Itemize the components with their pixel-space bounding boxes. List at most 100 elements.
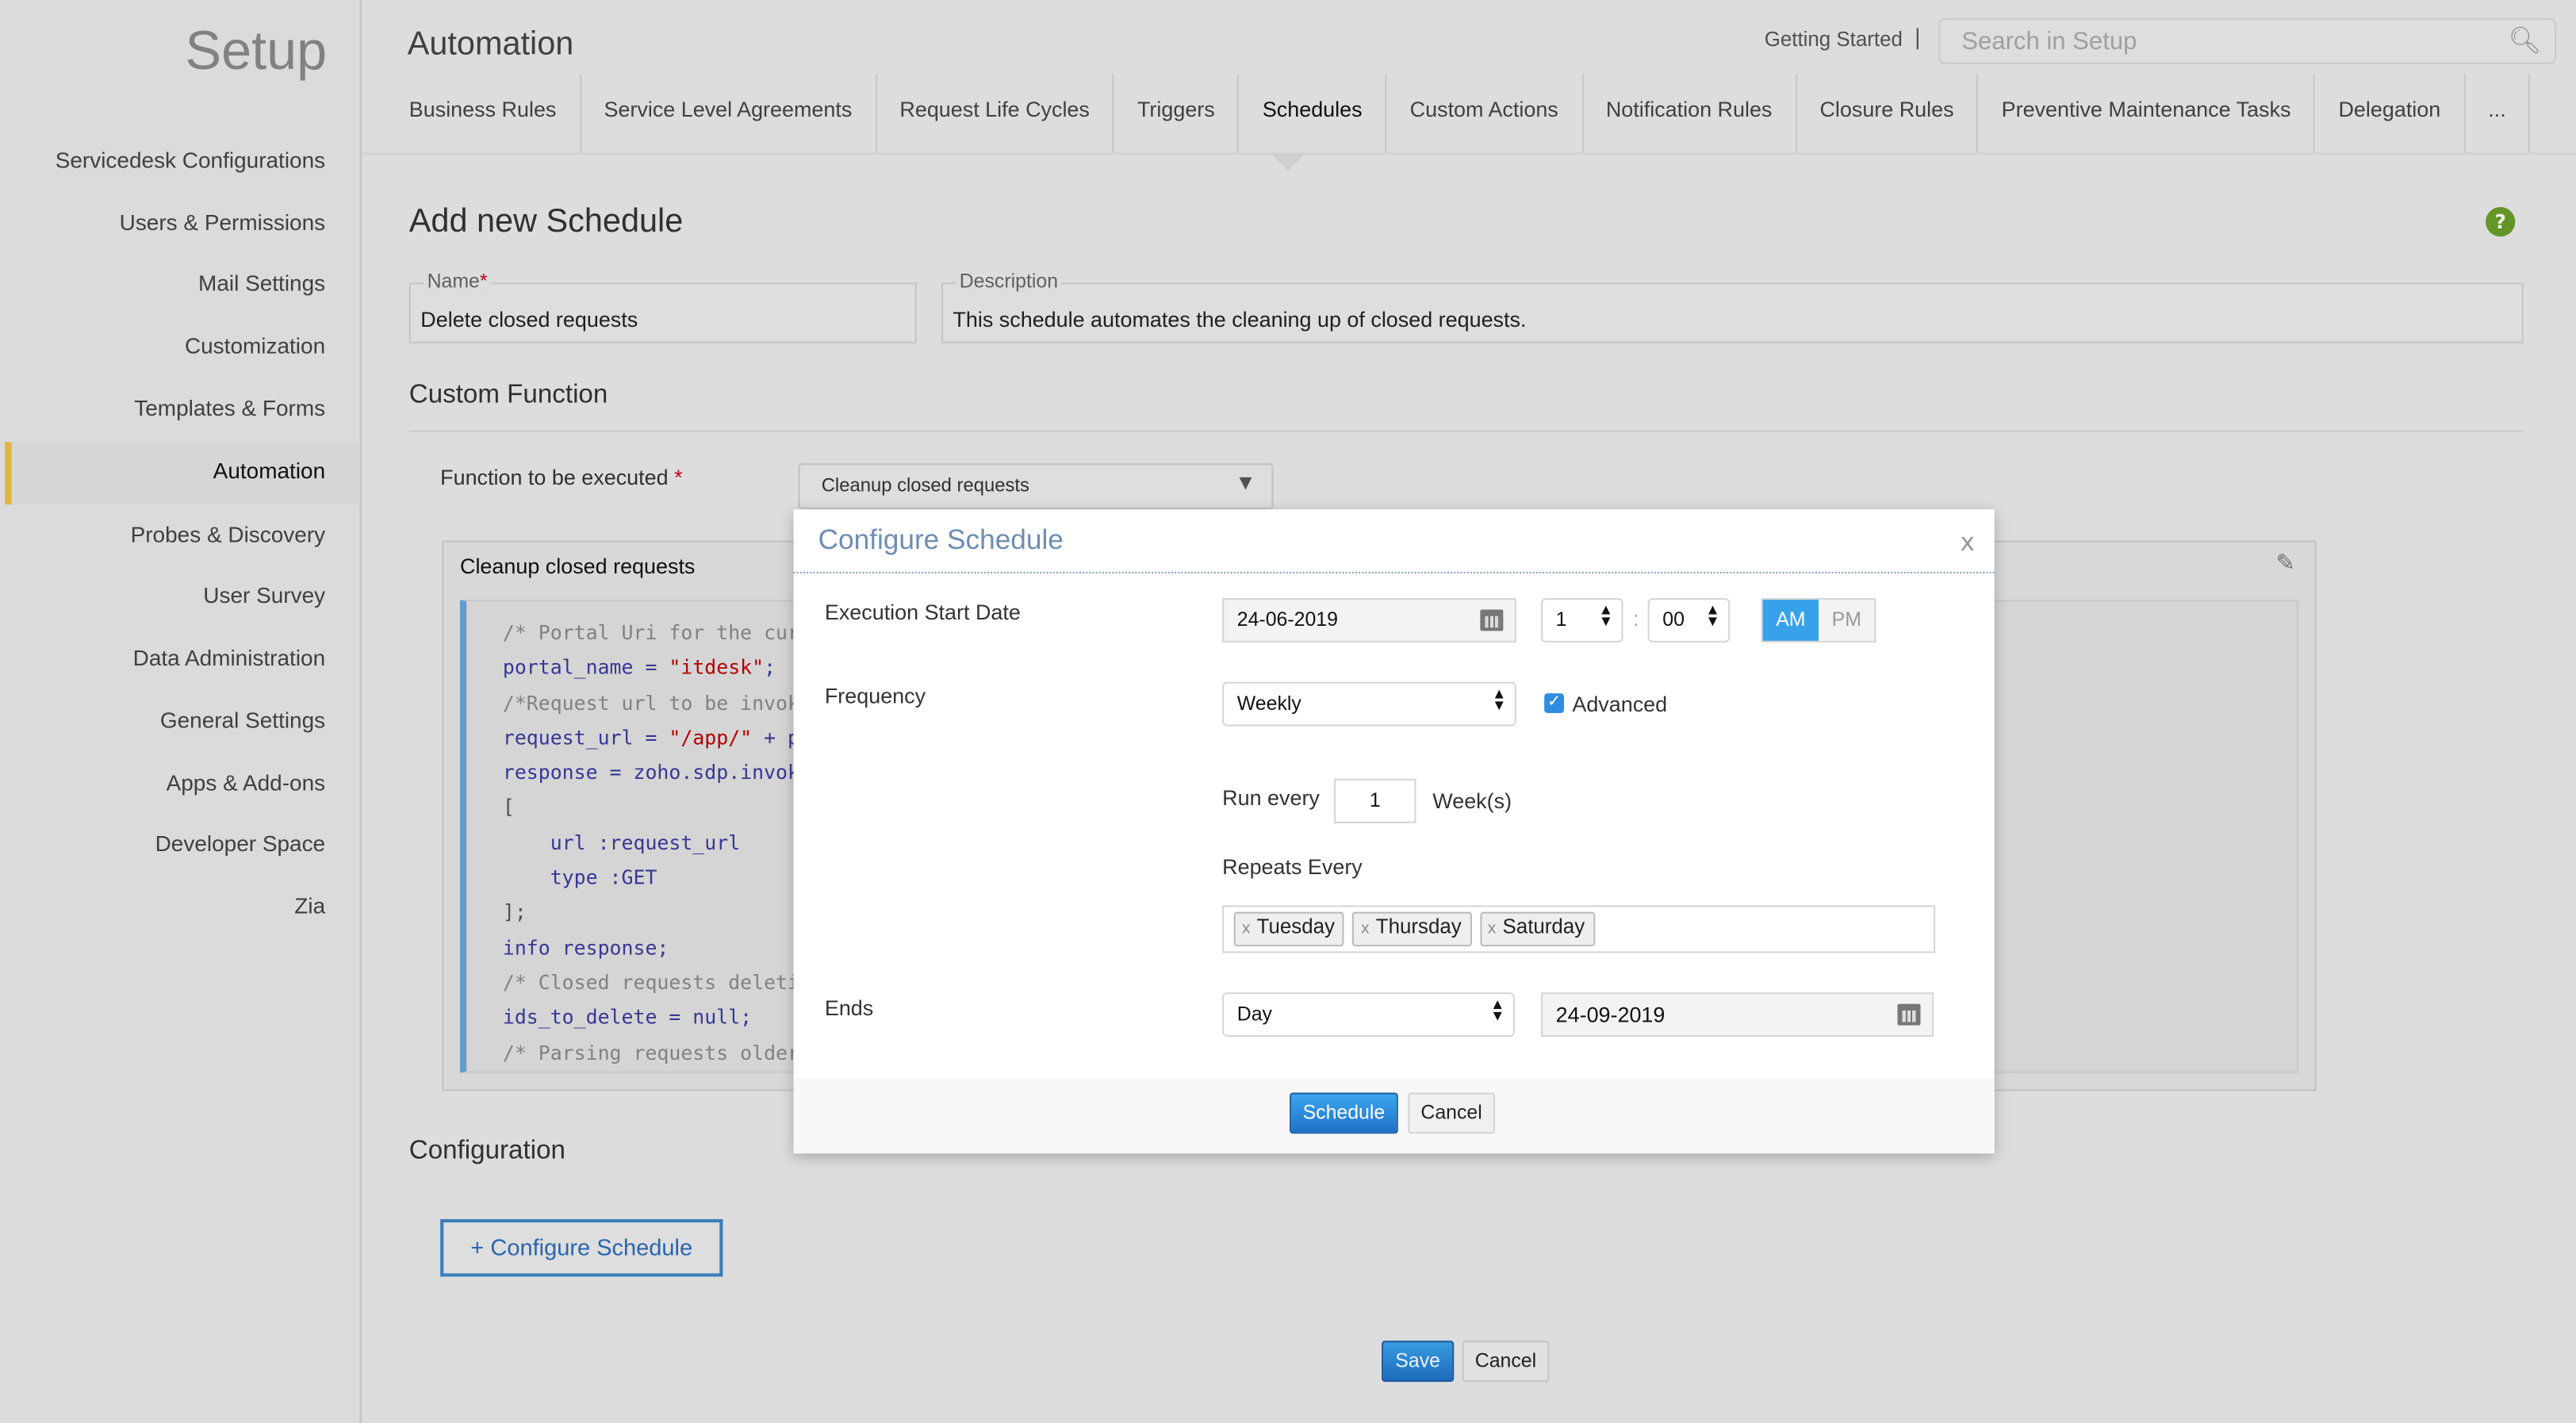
advanced-label: Advanced	[1572, 692, 1668, 717]
tab-triggers[interactable]: Triggers	[1114, 74, 1240, 153]
description-label: Description	[956, 269, 1062, 293]
code-token: url :request_url	[502, 830, 741, 854]
remove-tag-icon[interactable]: x	[1361, 920, 1370, 938]
repeat-days-input[interactable]: x Tuesday x Thursday x Saturday	[1222, 905, 1936, 953]
sidebar-item-probes-discovery[interactable]: Probes & Discovery	[130, 522, 326, 547]
frequency-select[interactable]: Weekly ▲ ▼	[1222, 681, 1516, 727]
tab-custom-actions[interactable]: Custom Actions	[1387, 74, 1583, 153]
pm-button[interactable]: PM	[1819, 600, 1875, 641]
sidebar-item-templates-forms[interactable]: Templates & Forms	[134, 396, 326, 421]
code-line: /* Closed requests deleti	[503, 966, 811, 1001]
advanced-checkbox[interactable]: ✓	[1544, 693, 1565, 714]
custom-function-heading: Custom Function	[408, 381, 608, 409]
configuration-heading: Configuration	[408, 1137, 565, 1165]
form-title: Add new Schedule	[408, 203, 684, 240]
description-field[interactable]: Description This schedule automates the …	[941, 269, 2524, 343]
tab-schedules[interactable]: Schedules	[1240, 74, 1387, 153]
run-every-label: Run every	[1222, 785, 1320, 811]
code-token: /* Parsing requests older	[502, 1041, 800, 1064]
code-token: [	[502, 796, 515, 819]
am-pm-toggle: AM PM	[1761, 598, 1876, 642]
tab-closure-rules[interactable]: Closure Rules	[1796, 74, 1979, 153]
help-icon[interactable]: ?	[2486, 207, 2516, 237]
run-every-input[interactable]: 1	[1334, 778, 1416, 823]
search-icon[interactable]: 🔍︎	[2508, 28, 2542, 56]
tab-preventive-maintenance-tasks[interactable]: Preventive Maintenance Tasks	[1979, 74, 2316, 153]
description-value: This schedule automates the cleaning up …	[953, 307, 1527, 332]
code-token: info response;	[502, 936, 669, 960]
name-field[interactable]: Name* Delete closed requests	[408, 269, 917, 343]
start-date-input[interactable]: 24-06-2019	[1222, 598, 1516, 642]
repeat-day-tag: x Thursday	[1352, 911, 1472, 947]
repeat-day-label: Tuesday	[1256, 915, 1336, 938]
sidebar-item-data-administration[interactable]: Data Administration	[132, 646, 326, 671]
spinner-arrows-icon: ▲ ▼	[1489, 995, 1505, 1024]
tab-request-life-cycles[interactable]: Request Life Cycles	[876, 74, 1114, 153]
end-date-input[interactable]: 24-09-2019	[1541, 992, 1934, 1038]
sidebar-item-mail-settings[interactable]: Mail Settings	[198, 270, 326, 296]
tab-notification-rules[interactable]: Notification Rules	[1583, 74, 1797, 153]
ends-type-select[interactable]: Day ▲ ▼	[1222, 992, 1515, 1038]
repeats-every-label: Repeats Every	[1222, 854, 1363, 880]
code-line: response = zoho.sdp.invok	[503, 756, 811, 791]
sidebar-item-automation[interactable]: Automation	[213, 458, 326, 484]
sidebar-item-zia[interactable]: Zia	[294, 893, 326, 919]
sidebar-item-developer-space[interactable]: Developer Space	[155, 831, 326, 857]
spinner-arrows-icon: ▲ ▼	[1492, 685, 1507, 714]
save-button[interactable]: Save	[1382, 1341, 1455, 1383]
edit-pencil-icon[interactable]: ✎	[2275, 550, 2295, 577]
sidebar-item-servicedesk-configurations[interactable]: Servicedesk Configurations	[55, 148, 326, 173]
remove-tag-icon[interactable]: x	[1487, 920, 1497, 938]
time-separator: :	[1633, 606, 1639, 631]
code-token: /* Closed requests deleti	[502, 971, 800, 995]
minute-select[interactable]: 00 ▲ ▼	[1647, 598, 1731, 642]
code-token: ids_to_delete = null;	[502, 1006, 753, 1030]
calendar-icon[interactable]	[1480, 609, 1504, 631]
tab-more[interactable]: ...	[2465, 74, 2531, 153]
calendar-icon[interactable]	[1897, 1003, 1921, 1026]
sidebar-item-users-permissions[interactable]: Users & Permissions	[119, 210, 326, 236]
cancel-button[interactable]: Cancel	[1462, 1341, 1550, 1383]
dialog-cancel-button[interactable]: Cancel	[1408, 1092, 1496, 1134]
dialog-title: Configure Schedule	[818, 524, 1064, 556]
section-divider	[408, 430, 2524, 432]
required-mark: *	[674, 465, 683, 490]
schedule-button[interactable]: Schedule	[1290, 1092, 1398, 1134]
active-tab-pointer	[1270, 152, 1306, 171]
frequency-value: Weekly	[1236, 692, 1301, 715]
code-line: type :GET	[503, 861, 811, 896]
sidebar-active-indicator	[5, 442, 360, 504]
sidebar-item-user-survey[interactable]: User Survey	[203, 583, 326, 608]
dialog-footer: Schedule Cancel	[793, 1077, 1995, 1154]
tab-service-level-agreements[interactable]: Service Level Agreements	[581, 74, 877, 153]
configure-schedule-button[interactable]: + Configure Schedule	[440, 1219, 723, 1277]
start-date-label: Execution Start Date	[824, 600, 1021, 625]
function-select[interactable]: Cleanup closed requests ▼	[798, 463, 1274, 510]
tab-business-rules[interactable]: Business Rules	[386, 74, 581, 153]
start-date-value: 24-06-2019	[1236, 608, 1338, 631]
close-icon[interactable]: x	[1960, 527, 1975, 558]
code-token: ];	[502, 900, 527, 924]
code-line: ids_to_delete = null;	[503, 1001, 811, 1036]
search-input[interactable]: Search in Setup 🔍︎	[1938, 17, 2557, 64]
remove-tag-icon[interactable]: x	[1242, 920, 1251, 938]
ends-label: Ends	[824, 995, 874, 1021]
dialog-header-divider	[793, 571, 1995, 573]
tab-delegation[interactable]: Delegation	[2315, 74, 2466, 153]
function-label-text: Function to be executed	[440, 465, 669, 490]
code-panel-title: Cleanup closed requests	[460, 554, 696, 579]
end-date-value: 24-09-2019	[1555, 1002, 1666, 1027]
sidebar-item-apps-add-ons[interactable]: Apps & Add-ons	[166, 770, 326, 796]
repeat-day-label: Saturday	[1502, 915, 1585, 938]
sidebar-item-customization[interactable]: Customization	[184, 333, 326, 359]
repeat-day-label: Thursday	[1375, 915, 1462, 938]
code-line: url :request_url	[503, 826, 811, 861]
code-token: ;	[764, 656, 776, 680]
am-button[interactable]: AM	[1762, 600, 1819, 641]
name-value: Delete closed requests	[420, 307, 638, 332]
hour-select[interactable]: 1 ▲ ▼	[1541, 598, 1623, 642]
sidebar-item-general-settings[interactable]: General Settings	[159, 708, 326, 733]
getting-started-link[interactable]: Getting Started	[1764, 28, 1903, 52]
code-token: /*Request url to be invok	[502, 691, 800, 715]
